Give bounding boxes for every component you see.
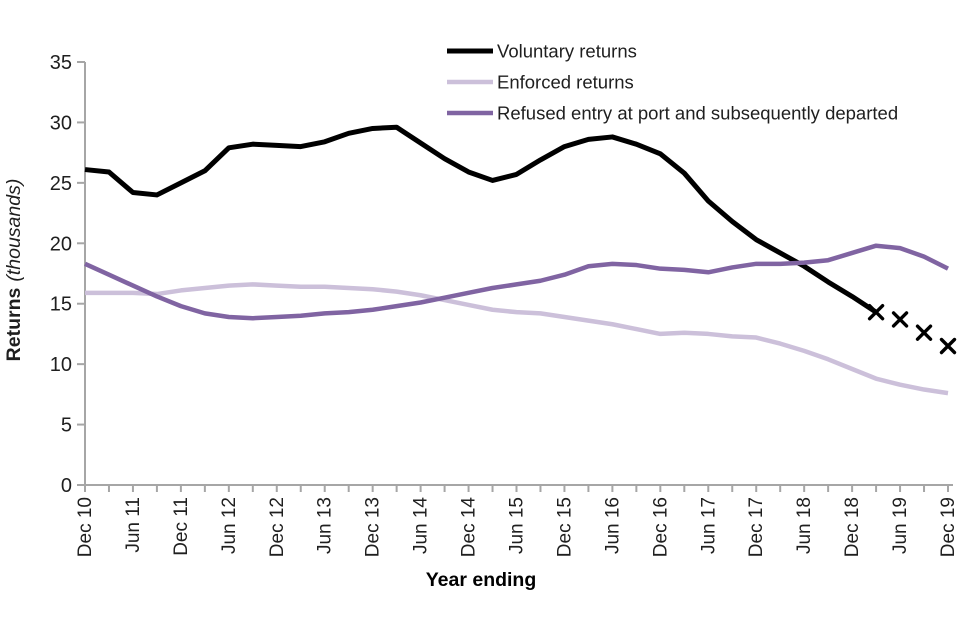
x-tick-label: Dec 17 bbox=[746, 497, 767, 557]
y-tick-label: 25 bbox=[50, 173, 72, 195]
x-tick-label: Jun 19 bbox=[890, 497, 911, 554]
legend-label-voluntary-returns: Voluntary returns bbox=[497, 41, 637, 62]
x-axis-title: Year ending bbox=[426, 569, 537, 591]
y-tick-label: 15 bbox=[50, 294, 72, 316]
y-tick-label: 10 bbox=[50, 354, 72, 376]
y-tick-label: 35 bbox=[50, 52, 72, 74]
y-axis-title: Returns (thousands) bbox=[3, 179, 25, 362]
y-tick-label: 5 bbox=[61, 415, 72, 437]
y-axis-title-bold: Returns bbox=[3, 288, 25, 362]
x-tick-label: Dec 11 bbox=[171, 497, 192, 556]
x-tick-label: Jun 13 bbox=[315, 497, 336, 554]
series-line-1 bbox=[85, 282, 949, 396]
y-axis-title-italic: (thousands) bbox=[3, 179, 25, 282]
x-tick-label: Dec 18 bbox=[842, 497, 863, 557]
provisional-x-marker bbox=[867, 303, 885, 321]
x-tick-label: Dec 10 bbox=[75, 497, 96, 557]
legend-label-refused-entry: Refused entry at port and subsequently d… bbox=[497, 103, 898, 124]
series-line-2 bbox=[84, 243, 950, 321]
x-tick-label: Jun 14 bbox=[411, 497, 432, 554]
x-tick-label: Jun 11 bbox=[123, 497, 144, 553]
x-tick-label: Jun 15 bbox=[507, 497, 528, 554]
provisional-x-marker bbox=[939, 337, 957, 355]
x-tick-label: Jun 18 bbox=[794, 497, 815, 554]
x-tick-label: Jun 17 bbox=[698, 497, 719, 554]
x-tick-label: Dec 12 bbox=[267, 497, 288, 557]
axis-lines bbox=[84, 62, 953, 486]
x-tick-label: Dec 13 bbox=[363, 497, 384, 557]
series-line-0 bbox=[84, 124, 878, 315]
x-tick-label: Jun 16 bbox=[602, 497, 623, 554]
x-tick-label: Dec 16 bbox=[650, 497, 671, 557]
provisional-x-marker bbox=[891, 311, 909, 328]
x-tick-label: Dec 19 bbox=[938, 497, 959, 557]
legend-label-enforced-returns: Enforced returns bbox=[497, 72, 634, 93]
x-tick-label: Dec 15 bbox=[554, 497, 575, 557]
y-tick-label: 30 bbox=[50, 112, 72, 134]
y-tick-label: 0 bbox=[61, 475, 72, 497]
y-tick-label: 20 bbox=[50, 233, 72, 255]
plot-area: 0 5 10 15 20 25 30 35 Dec 10 Jun 11 Dec 11 Jun 12 De… bbox=[50, 52, 959, 557]
legend: Voluntary returns Enforced returns Refus… bbox=[447, 41, 898, 124]
x-tick-label: Jun 12 bbox=[219, 497, 240, 554]
provisional-x-marker bbox=[915, 324, 933, 341]
x-tick-label: Dec 14 bbox=[459, 497, 480, 558]
